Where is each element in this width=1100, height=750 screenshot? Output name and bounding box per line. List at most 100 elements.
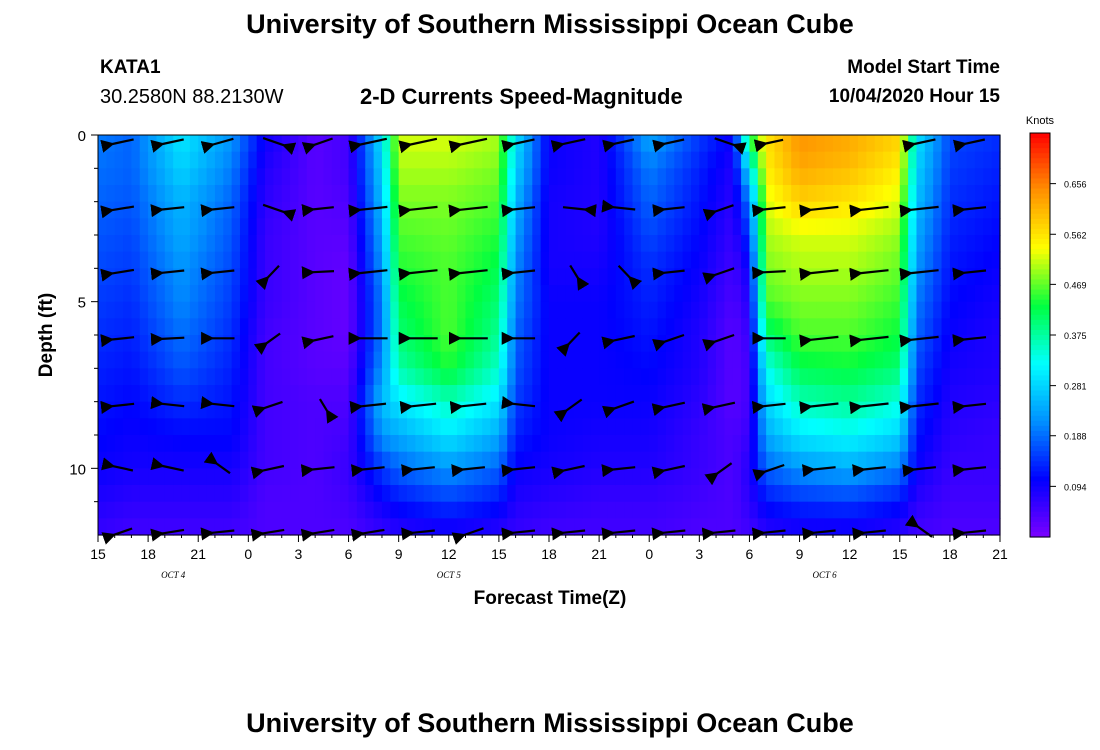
heatmap-cell <box>348 518 358 536</box>
heatmap-cell <box>532 501 542 519</box>
heatmap-cell <box>690 251 700 269</box>
colorbar-segment <box>1030 461 1050 467</box>
heatmap-cell <box>908 451 918 469</box>
heatmap-cell <box>106 285 116 303</box>
heatmap-cell <box>707 351 717 369</box>
heatmap-cell <box>306 185 316 203</box>
heatmap-cell <box>98 518 107 536</box>
heatmap-cell <box>841 235 851 253</box>
heatmap-cell <box>231 135 241 153</box>
heatmap-cell <box>565 168 575 186</box>
heatmap-cell <box>807 218 817 236</box>
heatmap-cell <box>114 385 124 403</box>
heatmap-cell <box>415 285 425 303</box>
x-tick-label: 15 <box>892 546 908 562</box>
heatmap-cell <box>615 485 625 503</box>
heatmap-cell <box>699 251 709 269</box>
heatmap-cell <box>665 151 675 169</box>
heatmap-cell <box>799 368 809 386</box>
current-vector-arrow <box>751 204 786 218</box>
heatmap-cell <box>899 201 909 219</box>
heatmap-cell <box>682 368 692 386</box>
heatmap-cell <box>139 268 149 286</box>
heatmap-cell <box>448 318 458 336</box>
heatmap-cell <box>674 268 684 286</box>
heatmap-cell <box>540 385 550 403</box>
colorbar-tick-label: 0.562 <box>1064 230 1087 240</box>
heatmap-cell <box>457 351 467 369</box>
heatmap-cell <box>799 485 809 503</box>
heatmap-cell <box>974 368 984 386</box>
heatmap-cell <box>448 385 458 403</box>
heatmap-cell <box>365 168 375 186</box>
heatmap-cell <box>632 401 642 419</box>
heatmap-cell <box>899 385 909 403</box>
heatmap-cell <box>323 201 333 219</box>
heatmap-cell <box>348 351 358 369</box>
heatmap-cell <box>540 468 550 486</box>
heatmap-cell <box>356 168 366 186</box>
heatmap-cell <box>607 368 617 386</box>
x-tick-label: 18 <box>942 546 958 562</box>
heatmap-cell <box>816 235 826 253</box>
heatmap-cell <box>891 418 901 436</box>
heatmap-cell <box>214 251 224 269</box>
heatmap-cell <box>323 251 333 269</box>
heatmap-cell <box>315 418 325 436</box>
heatmap-cell <box>523 485 533 503</box>
heatmap-cell <box>281 501 291 519</box>
colorbar-tick-label: 0.188 <box>1064 432 1087 442</box>
heatmap-cell <box>331 151 341 169</box>
heatmap-cell <box>131 318 141 336</box>
heatmap-cell <box>398 185 408 203</box>
heatmap-cell <box>315 385 325 403</box>
heatmap-cell <box>331 168 341 186</box>
heatmap-cell <box>189 385 199 403</box>
heatmap-cell <box>532 418 542 436</box>
heatmap-cell <box>883 201 893 219</box>
heatmap-cell <box>624 168 634 186</box>
heatmap-cell <box>214 485 224 503</box>
current-vector-arrow <box>751 400 786 414</box>
heatmap-cell <box>807 518 817 536</box>
heatmap-cell <box>164 268 174 286</box>
heatmap-cell <box>941 218 951 236</box>
heatmap-cell <box>891 218 901 236</box>
heatmap-cell <box>841 335 851 353</box>
heatmap-cell <box>532 335 542 353</box>
current-vector-arrow <box>849 267 889 281</box>
heatmap-cell <box>498 451 508 469</box>
heatmap-cell <box>766 135 776 153</box>
heatmap-cell <box>523 435 533 453</box>
heatmap-cell <box>231 151 241 169</box>
heatmap-cell <box>649 385 659 403</box>
heatmap-cell <box>315 435 325 453</box>
heatmap-cell <box>457 418 467 436</box>
heatmap-cell <box>540 285 550 303</box>
heatmap-cell <box>106 518 116 536</box>
heatmap-cell <box>390 401 400 419</box>
colorbar-segment <box>1030 486 1050 493</box>
current-vector-arrow <box>952 527 987 541</box>
heatmap-cell <box>306 235 316 253</box>
heatmap-cell <box>983 385 993 403</box>
heatmap-cell <box>766 385 776 403</box>
heatmap-cell <box>624 318 634 336</box>
heatmap-cell <box>440 368 450 386</box>
heatmap-cell <box>465 335 475 353</box>
heatmap-cell <box>365 335 375 353</box>
heatmap-cell <box>281 518 291 536</box>
heatmap-cell <box>615 368 625 386</box>
heatmap-cell <box>198 201 208 219</box>
heatmap-cell <box>348 451 358 469</box>
model-start-value: 10/04/2020 Hour 15 <box>828 86 1000 107</box>
current-vector-arrow <box>702 267 735 285</box>
heatmap-cell <box>582 218 592 236</box>
heatmap-cell <box>807 251 817 269</box>
heatmap-cell <box>206 301 216 319</box>
heatmap-cell <box>114 335 124 353</box>
heatmap-cell <box>841 318 851 336</box>
heatmap-cell <box>515 251 525 269</box>
chart-title-bottom: University of Southern Mississippi Ocean… <box>246 708 854 738</box>
heatmap-cell <box>908 368 918 386</box>
